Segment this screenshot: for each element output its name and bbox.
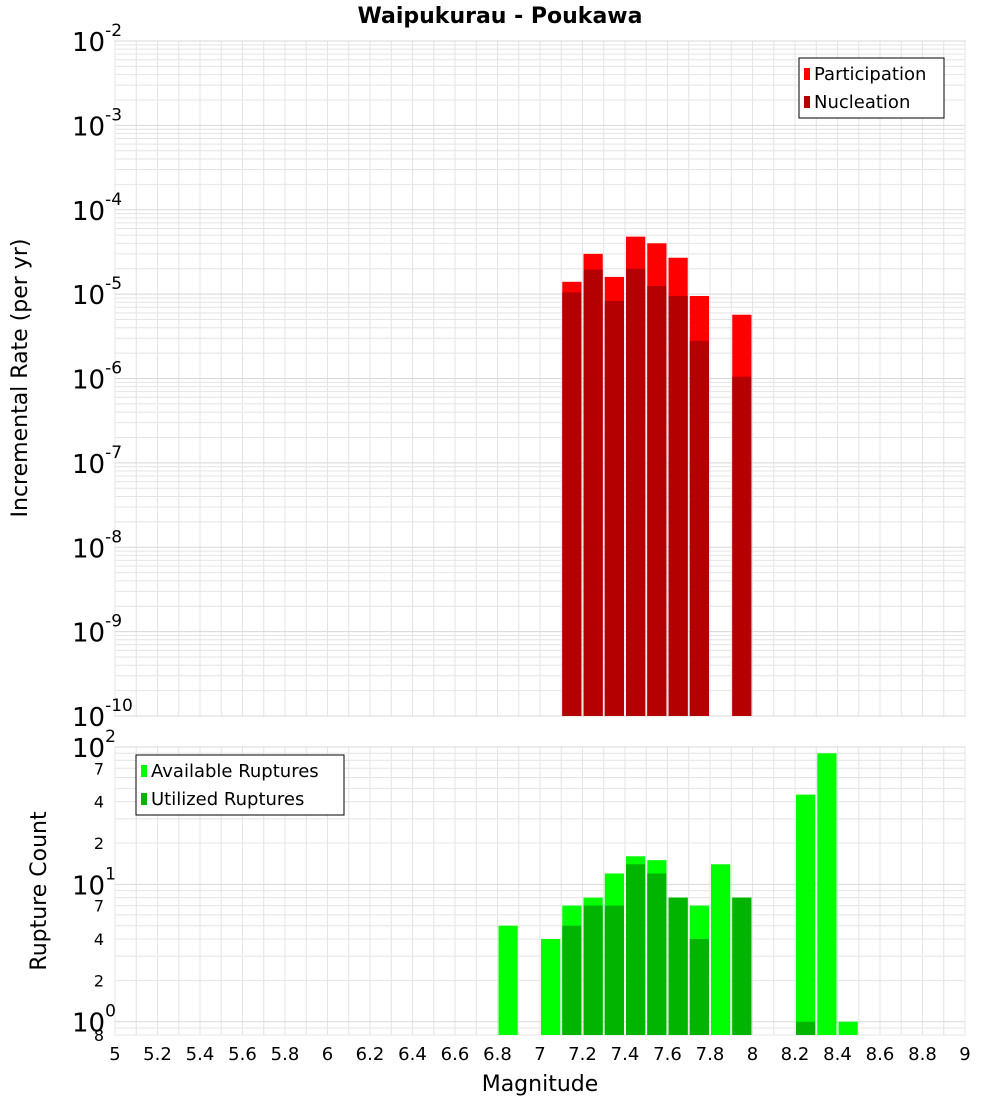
x-tick-label: 5.8 (271, 1044, 300, 1065)
x-tick-label: 6.6 (441, 1044, 470, 1065)
utilized-bar (689, 939, 709, 1035)
y-tick-label: 2 (94, 834, 104, 853)
x-tick-label: 7.4 (611, 1044, 640, 1065)
utilized-bar (647, 873, 667, 1035)
legend-label: Nucleation (814, 92, 910, 113)
y-tick-label: 4 (94, 930, 104, 949)
available-bar (838, 1021, 858, 1035)
nucleation-bar (647, 285, 667, 716)
available-bar (796, 794, 816, 1035)
legend-label: Utilized Ruptures (151, 789, 304, 810)
y-tick-label: 10-7 (72, 443, 122, 480)
y-tick-label: 10-2 (72, 21, 122, 58)
nucleation-bar (562, 292, 582, 716)
y-tick-label: 101 (72, 864, 116, 901)
y-tick-label: 10-4 (72, 190, 122, 227)
x-tick-label: 7 (534, 1044, 545, 1065)
x-tick-label: 6.2 (356, 1044, 385, 1065)
x-tick-label: 5.4 (186, 1044, 215, 1065)
utilized-bar (626, 864, 646, 1035)
y-tick-label: 102 (72, 727, 116, 764)
y-tick-label: 2 (94, 971, 104, 990)
x-tick-label: 5.6 (228, 1044, 257, 1065)
utilized-bar (796, 1021, 816, 1035)
legend-swatch (804, 96, 810, 108)
x-tick-label: 6.8 (483, 1044, 512, 1065)
legend-label: Available Ruptures (151, 761, 319, 782)
legend-swatch (141, 765, 147, 777)
nucleation-bar (732, 376, 752, 716)
available-bar (498, 925, 518, 1035)
utilized-bar (604, 905, 624, 1035)
x-tick-label: 8.2 (781, 1044, 810, 1065)
y-tick-label: 10-3 (72, 105, 122, 142)
y-tick-label: 7 (94, 897, 104, 916)
x-tick-label: 7.6 (653, 1044, 682, 1065)
legend-box (798, 57, 945, 119)
legend-swatch (804, 68, 810, 80)
y-tick-label: 7 (94, 759, 104, 778)
available-bar (541, 939, 561, 1035)
x-tick-label: 7.2 (568, 1044, 597, 1065)
legend-label: Participation (814, 64, 926, 85)
y-tick-label: 100 (72, 1002, 116, 1039)
bottom-legend: Available Ruptures Utilized Ruptures (135, 754, 345, 816)
nucleation-bar (668, 296, 688, 716)
available-bar (711, 864, 731, 1035)
x-tick-label: 8.6 (866, 1044, 895, 1065)
x-tick-label: 8.4 (823, 1044, 852, 1065)
nucleation-bar (583, 269, 603, 716)
utilized-bar (668, 897, 688, 1035)
top-legend: Participation Nucleation (798, 57, 945, 119)
x-axis-label: Magnitude (482, 1072, 599, 1097)
nucleation-bar (604, 300, 624, 716)
utilized-bar (732, 897, 752, 1035)
x-tick-label: 7.8 (696, 1044, 725, 1065)
y-tick-label: 10-5 (72, 274, 122, 311)
x-tick-label: 5.2 (143, 1044, 172, 1065)
chart-title: Waipukurau - Poukawa (358, 4, 643, 29)
top-bars (562, 236, 752, 717)
y-tick-label: 10-10 (72, 696, 133, 733)
legend-box (135, 754, 345, 816)
bottom-bars (498, 753, 858, 1035)
bottom-y-axis-label: Rupture Count (27, 811, 52, 971)
top-gridlines (114, 40, 966, 717)
x-tick-label: 9 (959, 1044, 970, 1065)
incremental-rate-panel: 10-2 10-3 10-4 10-5 10-6 10-7 10-8 10-9 10-10 In… (8, 21, 966, 733)
x-tick-label: 6.4 (398, 1044, 427, 1065)
y-tick-label: 8 (94, 1026, 104, 1045)
x-tick-label: 5 (109, 1044, 120, 1065)
y-tick-label: 10-6 (72, 359, 122, 396)
top-y-axis-label: Incremental Rate (per yr) (8, 239, 33, 518)
available-bar (817, 753, 837, 1035)
x-tick-label: 8.8 (908, 1044, 937, 1065)
nucleation-bar (626, 268, 646, 716)
nucleation-bar (689, 340, 709, 716)
x-tick-label: 8 (747, 1044, 758, 1065)
x-ticks: 5 5.2 5.4 5.6 5.8 6 6.2 6.4 6.6 6.8 7 7.2 7.4 7.6 7.8 8… (109, 1044, 970, 1065)
utilized-bar (562, 925, 582, 1035)
top-y-ticks: 10-2 10-3 10-4 10-5 10-6 10-7 10-8 10-9 10-10 (72, 21, 133, 733)
y-tick-label: 10-8 (72, 527, 122, 564)
legend-swatch (141, 793, 147, 805)
y-tick-label: 10-9 (72, 612, 122, 649)
x-tick-label: 6 (322, 1044, 333, 1065)
y-tick-label: 4 (94, 793, 104, 812)
utilized-bar (583, 905, 603, 1035)
